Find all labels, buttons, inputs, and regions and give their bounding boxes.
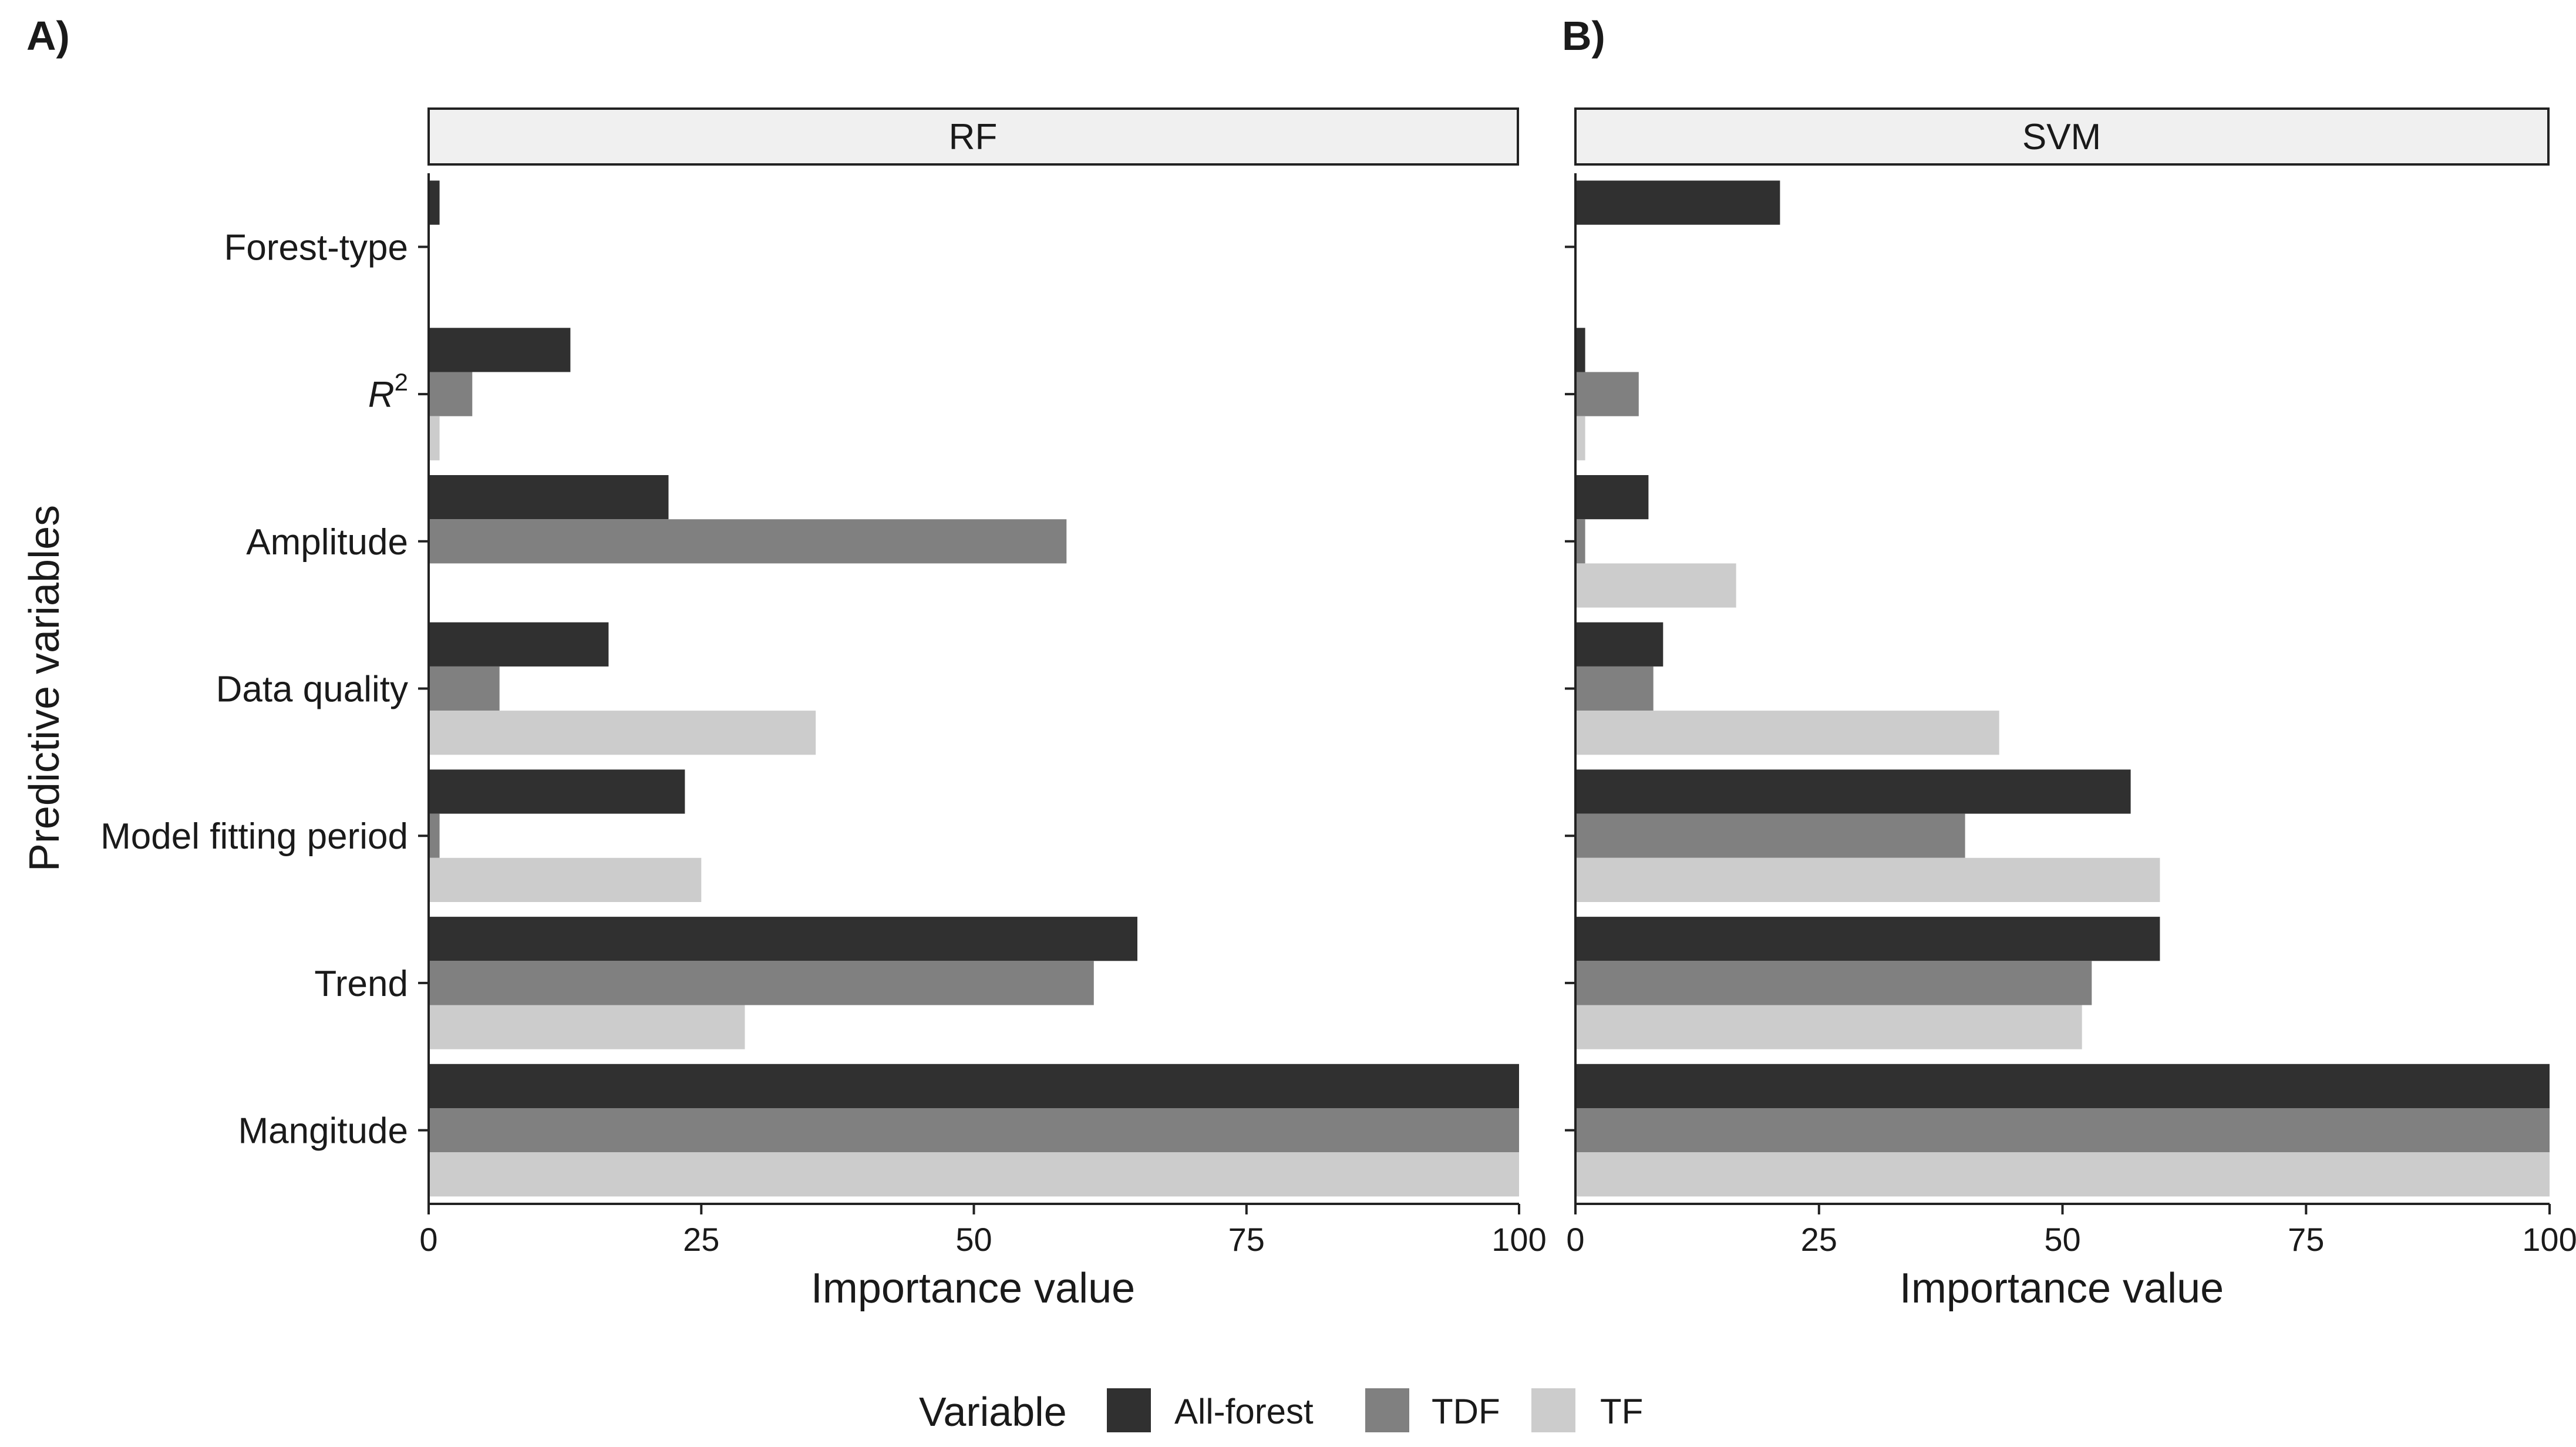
panel-rf-strip xyxy=(427,107,1519,166)
cat-label-trend: Trend xyxy=(314,964,408,1004)
x-tick-label-svm-50: 50 xyxy=(2044,1221,2080,1258)
bar-rf-model-fitting-period-all-forest xyxy=(429,769,685,814)
cat-label-model-fitting-period: Model fitting period xyxy=(100,816,408,857)
bar-rf-amplitude-all-forest xyxy=(429,475,669,520)
panel-rf-bars xyxy=(429,180,1519,1197)
bar-svm-r2-tdf xyxy=(1575,372,1639,416)
panel-svm-x-axis-title: Importance value xyxy=(1900,1265,2224,1312)
bar-svm-mangitude-tf xyxy=(1575,1152,2550,1197)
bar-svm-trend-all-forest xyxy=(1575,917,2160,961)
bar-svm-model-fitting-period-tf xyxy=(1575,857,2160,902)
panel-rf-title: RF xyxy=(949,117,998,157)
bar-rf-r2-tf xyxy=(429,416,440,460)
y-axis-title: Predictive variables xyxy=(21,505,68,871)
cat-label-r2: R2 xyxy=(368,368,408,415)
x-tick-label-rf-75: 75 xyxy=(1228,1221,1265,1258)
panel-rf-x-axis-title: Importance value xyxy=(811,1265,1135,1312)
panel-b-tag: B) xyxy=(1562,13,1605,59)
panel-svm-strip xyxy=(1574,107,2550,166)
panel-svm-bars xyxy=(1575,180,2550,1197)
bar-rf-mangitude-tdf xyxy=(429,1108,1519,1153)
bar-svm-data-quality-tf xyxy=(1575,711,1999,755)
x-tick-label-rf-25: 25 xyxy=(683,1221,719,1258)
bar-svm-trend-tf xyxy=(1575,1005,2082,1049)
legend-label-tdf: TDF xyxy=(1432,1392,1500,1431)
legend-swatch-tf xyxy=(1531,1388,1575,1432)
bar-rf-data-quality-tdf xyxy=(429,666,500,711)
bar-rf-data-quality-all-forest xyxy=(429,622,609,667)
bar-rf-forest-type-all-forest xyxy=(429,180,440,225)
axis-ticks: 0 25 50 75 100 0 25 50 75 100 xyxy=(418,245,2576,1258)
x-tick-label-svm-75: 75 xyxy=(2288,1221,2324,1258)
cat-label-forest-type: Forest-type xyxy=(224,227,408,268)
bar-svm-r2-tf xyxy=(1575,416,1585,460)
cat-label-amplitude: Amplitude xyxy=(246,522,408,563)
cat-label-data-quality: Data quality xyxy=(216,669,408,710)
legend-swatch-tdf xyxy=(1365,1388,1409,1432)
bar-rf-trend-all-forest xyxy=(429,917,1137,961)
legend: Variable All-forest TDF TF xyxy=(919,1388,1643,1435)
bar-rf-r2-all-forest xyxy=(429,328,571,372)
bar-rf-r2-tdf xyxy=(429,372,473,416)
bar-svm-r2-all-forest xyxy=(1575,328,1585,372)
x-tick-label-rf-100: 100 xyxy=(1491,1221,1546,1258)
bar-svm-model-fitting-period-all-forest xyxy=(1575,769,2131,814)
legend-title: Variable xyxy=(919,1389,1067,1435)
legend-label-tf: TF xyxy=(1600,1392,1643,1431)
bar-rf-mangitude-all-forest xyxy=(429,1064,1519,1108)
bar-svm-model-fitting-period-tdf xyxy=(1575,813,1965,858)
cat-label-mangitude: Mangitude xyxy=(238,1111,408,1152)
bar-svm-amplitude-tdf xyxy=(1575,519,1585,564)
bar-rf-trend-tdf xyxy=(429,961,1094,1005)
x-tick-label-rf-0: 0 xyxy=(419,1221,437,1258)
category-labels: Forest-type R2 Amplitude Data quality Mo… xyxy=(100,227,408,1151)
x-tick-label-svm-0: 0 xyxy=(1566,1221,1584,1258)
bar-svm-data-quality-all-forest xyxy=(1575,622,1664,667)
x-tick-label-svm-25: 25 xyxy=(1801,1221,1837,1258)
bar-svm-amplitude-tf xyxy=(1575,563,1736,608)
bar-svm-data-quality-tdf xyxy=(1575,666,1654,711)
bar-svm-amplitude-all-forest xyxy=(1575,475,1649,520)
x-tick-label-rf-50: 50 xyxy=(955,1221,992,1258)
bar-rf-data-quality-tf xyxy=(429,711,816,755)
panel-a-tag: A) xyxy=(26,13,70,59)
bar-svm-forest-type-all-forest xyxy=(1575,180,1780,225)
bar-rf-model-fitting-period-tdf xyxy=(429,813,440,858)
bar-rf-mangitude-tf xyxy=(429,1152,1519,1197)
panel-svm-title: SVM xyxy=(2022,117,2101,157)
legend-swatch-all-forest xyxy=(1107,1388,1151,1432)
bar-svm-trend-tdf xyxy=(1575,961,2092,1005)
bar-rf-amplitude-tdf xyxy=(429,519,1067,564)
legend-label-all-forest: All-forest xyxy=(1174,1392,1314,1431)
bar-rf-model-fitting-period-tf xyxy=(429,857,702,902)
x-tick-label-svm-100: 100 xyxy=(2522,1221,2576,1258)
bar-rf-trend-tf xyxy=(429,1005,745,1049)
bar-svm-mangitude-tdf xyxy=(1575,1108,2550,1153)
bar-svm-mangitude-all-forest xyxy=(1575,1064,2550,1108)
